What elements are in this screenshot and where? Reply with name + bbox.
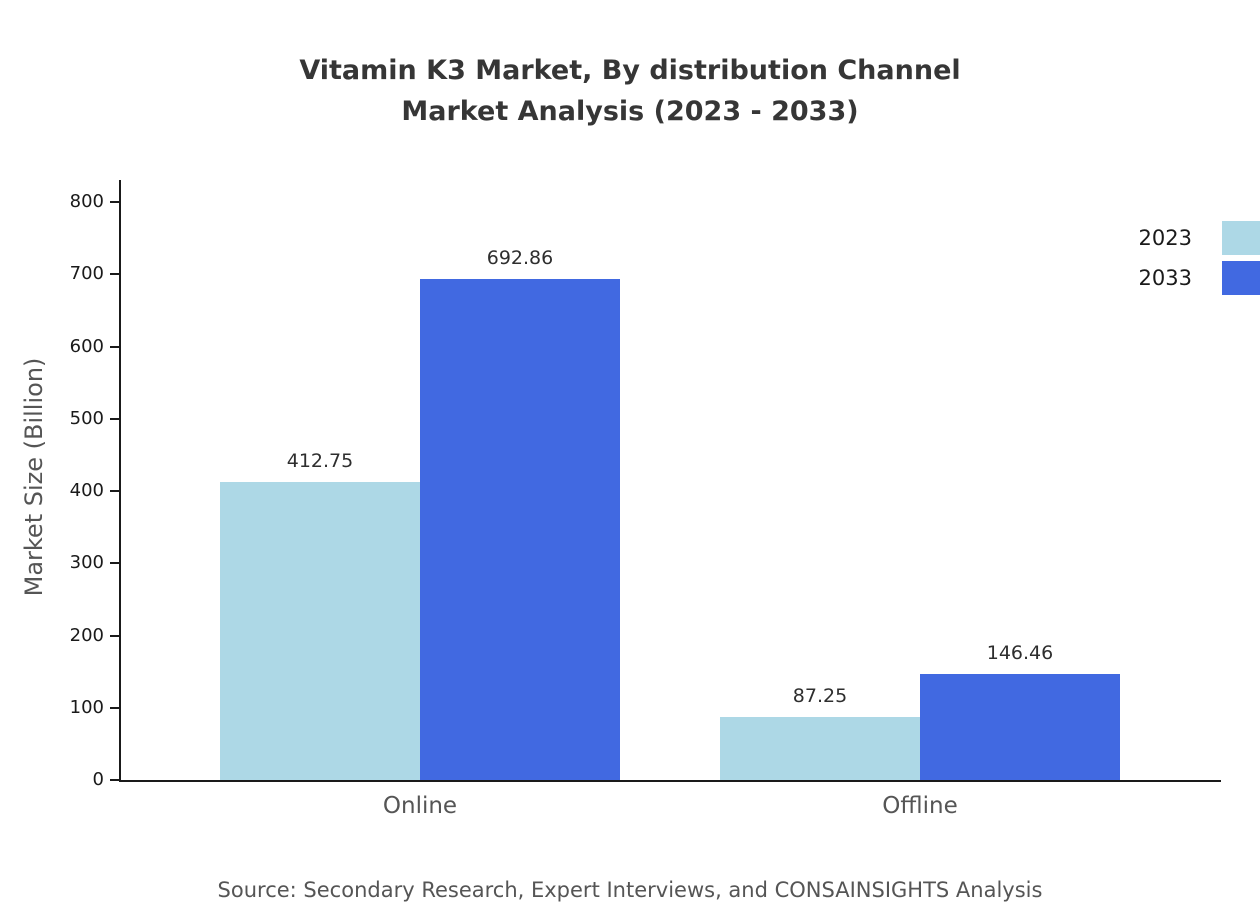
legend-row: 2023 (1139, 218, 1260, 258)
category-label: Online (382, 793, 458, 819)
y-tick-mark (110, 634, 119, 637)
chart-title: Vitamin K3 Market, By distribution Chann… (0, 50, 1260, 132)
y-tick-label: 0 (92, 769, 104, 790)
y-tick-label: 700 (69, 263, 104, 285)
y-tick-label: 800 (69, 191, 104, 212)
y-tick-mark (110, 490, 119, 492)
legend-swatch (1222, 221, 1260, 255)
x-axis-line (119, 780, 1221, 782)
bar-value-label: 412.75 (286, 449, 354, 472)
legend-row: 2033 (1139, 258, 1260, 298)
chart-title-line1: Vitamin K3 Market, By distribution Chann… (299, 55, 961, 86)
legend-label: 2033 (1138, 266, 1192, 290)
chart-title-line2: Market Analysis (2023 - 2033) (401, 96, 859, 127)
bar (920, 674, 1120, 780)
bar (220, 481, 420, 780)
category-label: Offline (882, 793, 958, 819)
bar (720, 716, 920, 780)
y-tick-mark (110, 706, 119, 709)
y-tick-mark (110, 201, 119, 203)
bar-value-label: 87.25 (792, 684, 848, 707)
y-tick-label: 600 (69, 335, 104, 357)
legend: 2023 2033 (1139, 218, 1260, 298)
y-tick-mark (110, 273, 119, 276)
y-tick-label: 100 (69, 696, 104, 718)
source-note: Source: Secondary Research, Expert Inter… (217, 878, 1043, 902)
bar (420, 279, 620, 780)
legend-swatch (1222, 261, 1260, 295)
legend-label: 2023 (1138, 226, 1192, 250)
bar-value-label: 146.46 (986, 642, 1054, 665)
y-tick-mark (110, 562, 119, 565)
y-tick-label: 500 (69, 407, 104, 429)
y-axis-line (119, 180, 121, 782)
y-tick-mark (110, 417, 119, 420)
bar-value-label: 692.86 (486, 247, 554, 270)
y-tick-label: 400 (69, 480, 104, 501)
y-tick-label: 200 (69, 624, 104, 646)
y-tick-mark (110, 779, 119, 781)
y-tick-label: 300 (69, 552, 104, 574)
y-tick-mark (110, 345, 119, 348)
